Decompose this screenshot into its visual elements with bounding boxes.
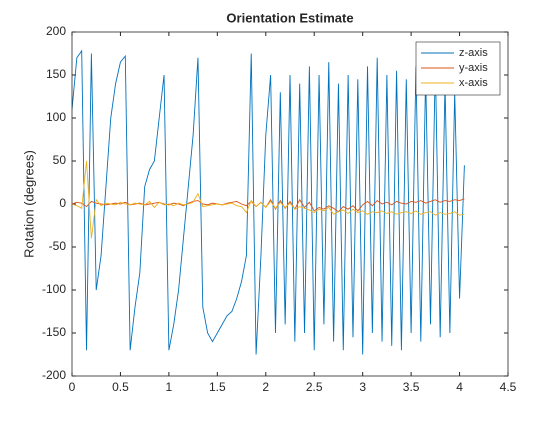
series-line — [72, 49, 465, 355]
x-tick-label: 1.5 — [209, 380, 226, 394]
y-tick-label: 200 — [46, 24, 66, 38]
x-tick-label: 4 — [456, 380, 463, 394]
x-tick-label: 2.5 — [306, 380, 323, 394]
y-tick-label: -100 — [42, 282, 66, 296]
x-tick-label: 2 — [262, 380, 269, 394]
legend-label: y-axis — [459, 62, 488, 74]
axes-box — [71, 31, 509, 377]
series-line — [72, 160, 465, 239]
x-tick-label: 0.5 — [112, 380, 129, 394]
x-tick-label: 0 — [69, 380, 76, 394]
y-tick-label: -150 — [42, 325, 66, 339]
legend-label: x-axis — [459, 77, 488, 89]
y-tick-label: 150 — [46, 67, 66, 81]
y-axis-label: Rotation (degrees) — [21, 150, 36, 258]
x-tick-label: 1 — [166, 380, 173, 394]
y-tick-label: 50 — [53, 153, 67, 167]
chart-title: Orientation Estimate — [226, 10, 353, 25]
x-tick-label: 3.5 — [403, 380, 420, 394]
legend-label: z-axis — [459, 47, 488, 59]
x-tick-label: 3 — [359, 380, 366, 394]
x-tick-label: 4.5 — [500, 380, 517, 394]
y-tick-label: 100 — [46, 110, 66, 124]
y-tick-label: 0 — [59, 196, 66, 210]
y-tick-label: -200 — [42, 368, 66, 382]
y-tick-label: -50 — [49, 239, 67, 253]
